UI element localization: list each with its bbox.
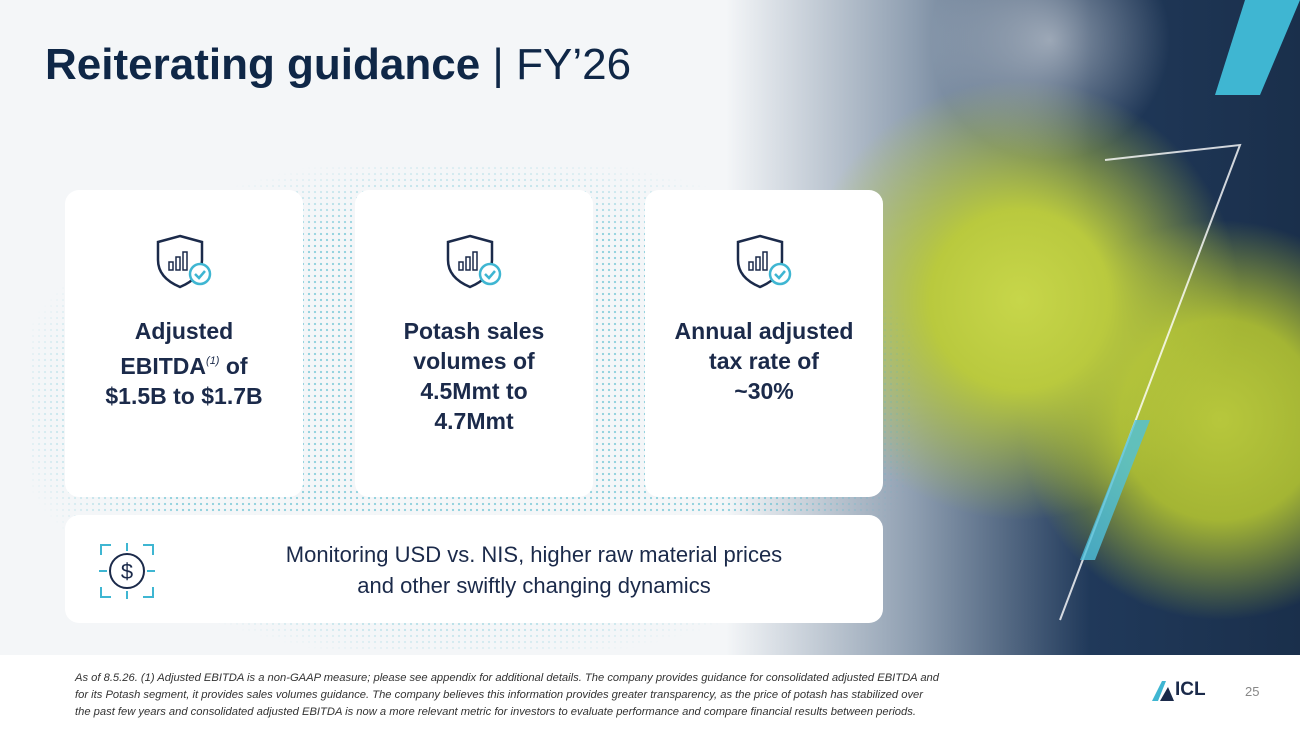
card: Adjusted EBITDA(1) of $1.5B to $1.7B [65, 190, 303, 497]
footnote: As of 8.5.26. (1) Adjusted EBITDA is a n… [75, 670, 939, 721]
card-text: 4.7Mmt [434, 408, 514, 434]
title-separator: | [492, 40, 504, 89]
banner: $ Monitoring USD vs. NIS, higher raw mat… [65, 515, 883, 623]
dollar-icon: $ [99, 543, 155, 599]
logo: ICL [1175, 679, 1206, 700]
icon [446, 234, 502, 289]
card-text: Adjusted [134, 318, 234, 344]
superscript: (1) [206, 355, 220, 367]
banner-text: and other swiftly changing dynamics [357, 573, 711, 598]
decor-lines [1080, 0, 1300, 560]
card-text: EBITDA(1) of [65, 346, 303, 381]
title-suffix: FY’26 [516, 40, 632, 89]
footnote-line: for its Potash segment, it provides sale… [75, 689, 923, 701]
card-text: ~30% [734, 378, 794, 404]
footnote-line: As of 8.5.26. (1) Adjusted EBITDA is a n… [75, 672, 939, 684]
card-text: of [225, 353, 248, 379]
banner-text: Monitoring USD vs. NIS, higher raw mater… [285, 542, 783, 567]
svg-text:$: $ [121, 559, 133, 584]
card-text: tax rate of [709, 348, 819, 374]
card: Annual adjusted tax rate of ~30% [645, 190, 883, 497]
logo-mark [1152, 681, 1174, 701]
card: Potash sales volumes of 4.5Mmt to 4.7Mmt [355, 190, 593, 497]
card-text: volumes of [413, 348, 535, 374]
footer: As of 8.5.26. (1) Adjusted EBITDA is a n… [0, 655, 1300, 730]
title-main: Reiterating guidance [45, 40, 481, 89]
card-text: Potash sales [403, 318, 545, 344]
card-text: 4.5Mmt to [420, 378, 528, 404]
card-text: Annual adjusted [674, 318, 854, 344]
icon [736, 234, 792, 289]
page-number: 25 [1245, 684, 1260, 699]
accent-shape [1215, 0, 1300, 95]
card-text: $1.5B to $1.7B [105, 383, 263, 409]
footnote-line: the past few years and consolidated adju… [75, 706, 916, 718]
accent-shape [1080, 420, 1150, 560]
card-text: EBITDA [120, 353, 207, 379]
icon [156, 234, 212, 289]
title: Reiterating guidance | FY’26 [45, 40, 631, 90]
